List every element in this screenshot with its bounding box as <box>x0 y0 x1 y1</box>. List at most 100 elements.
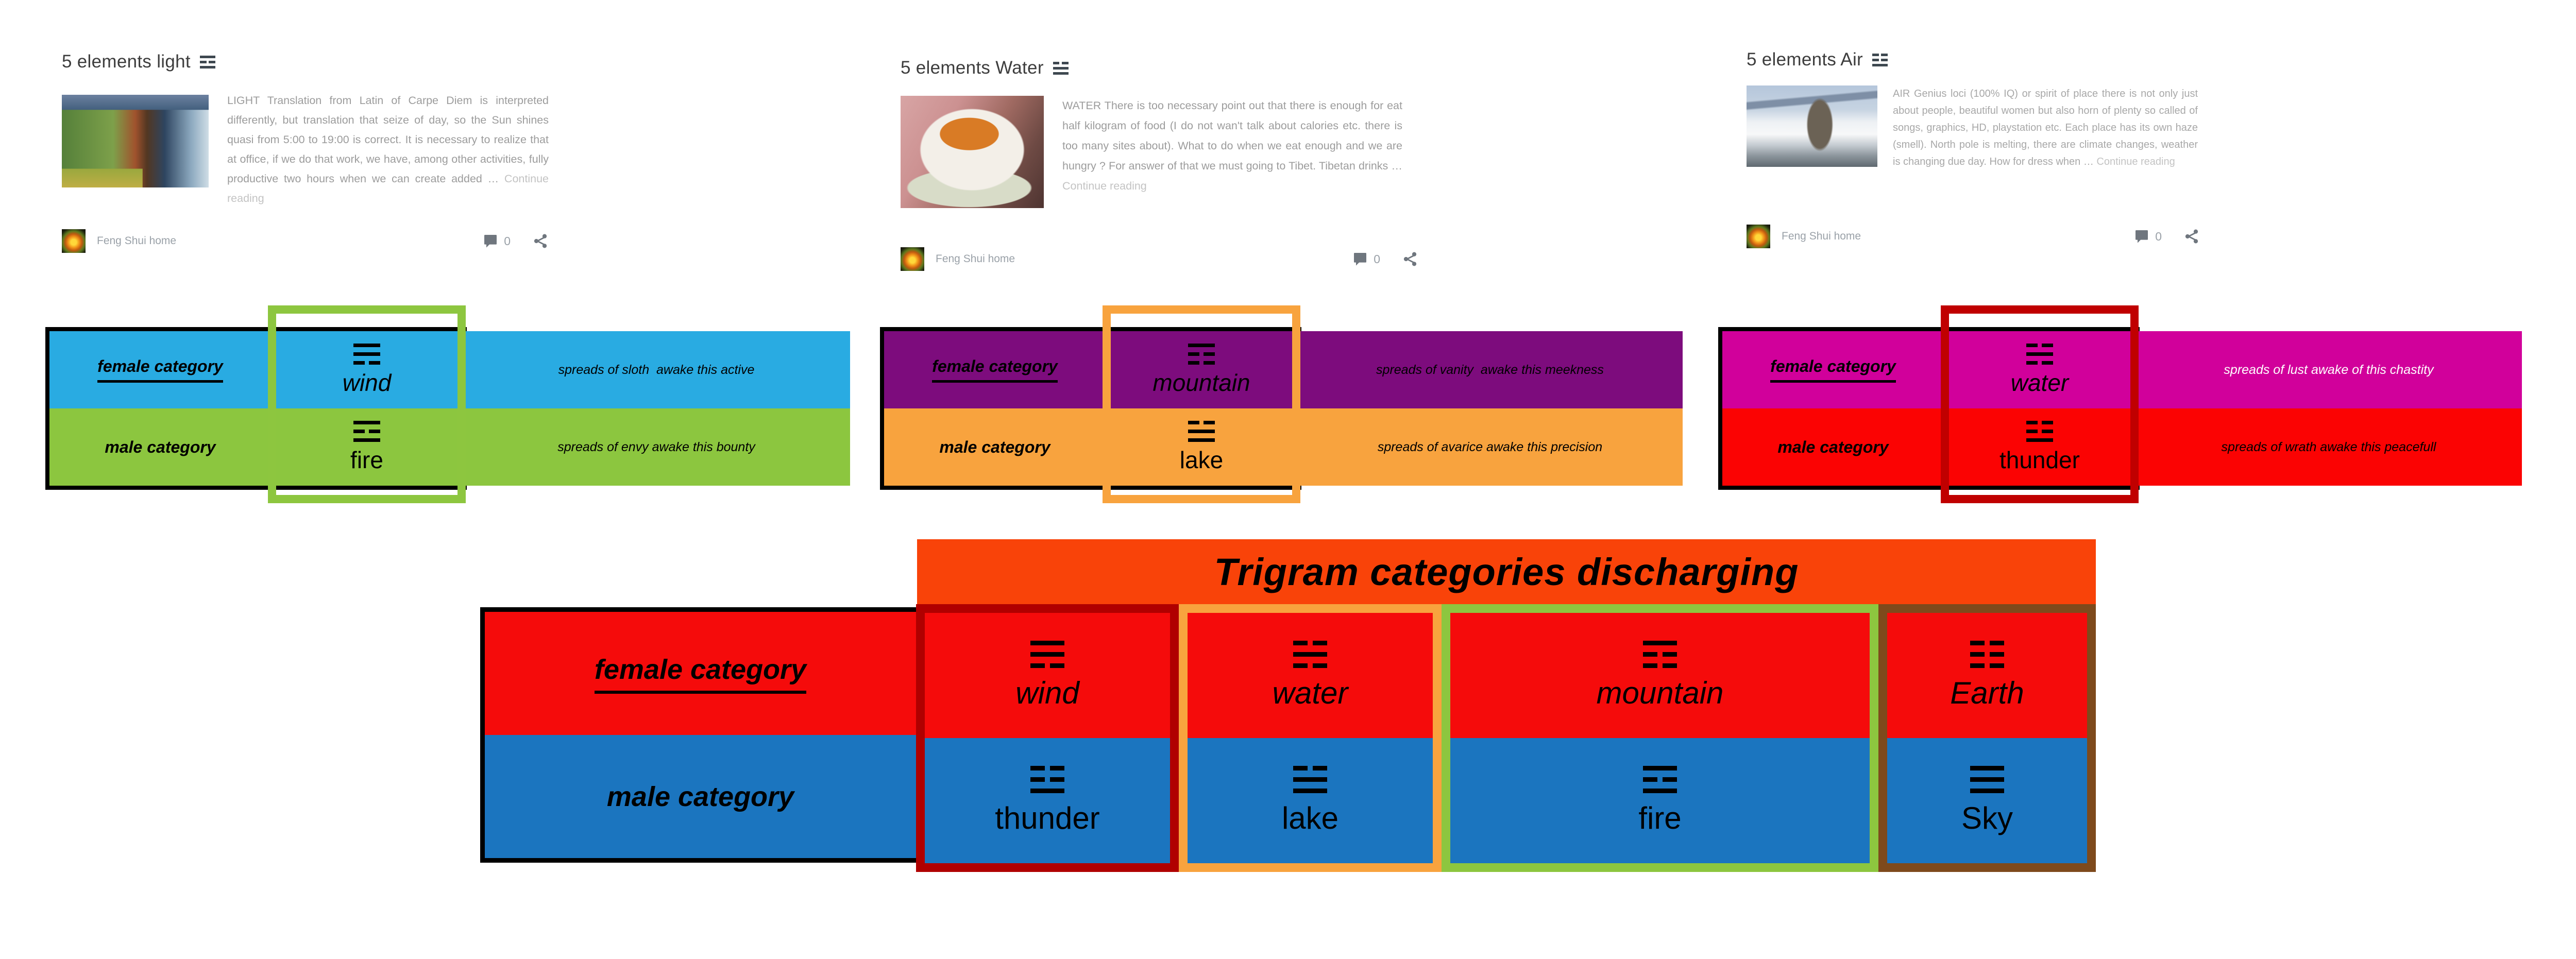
post-thumbnail[interactable] <box>1747 85 1877 167</box>
post-thumbnail[interactable] <box>62 95 209 187</box>
thunder-trigram-icon <box>2026 420 2053 442</box>
post-meta-icons: 0 <box>482 233 549 249</box>
trigram-cell: fire <box>271 408 463 486</box>
fire-trigram-icon <box>353 420 380 442</box>
lake-trigram-icon <box>1188 420 1215 442</box>
discharge-banner: Trigram categories discharging <box>917 539 2096 605</box>
male-label-cell: male category <box>485 735 916 858</box>
post-title[interactable]: 5 elements Water <box>901 58 1044 78</box>
post-excerpt: LIGHT Translation from Latin of Carpe Di… <box>62 91 549 208</box>
spread-text: spreads of vanity awake this meekness <box>1376 362 1604 377</box>
spread-text: spreads of envy awake this bounty <box>557 439 755 454</box>
trigram-thunder-icon <box>1872 54 1888 66</box>
author-name[interactable]: Feng Shui home <box>97 235 177 247</box>
element-name: wind <box>342 369 392 396</box>
post-thumbnail[interactable] <box>901 96 1044 208</box>
male-category-label: male category <box>105 437 216 456</box>
spread-text: spreads of avarice awake this precision <box>1377 439 1603 454</box>
share-icon[interactable] <box>2183 228 2200 245</box>
spread-cell: spreads of envy awake this bounty <box>463 408 850 486</box>
sky-trigram-icon <box>1970 765 2004 793</box>
trigram-cell: mountain <box>1106 331 1297 408</box>
post-card-air: 5 elements Air AIR Genius loci (100% IQ)… <box>1747 49 2200 248</box>
element-name: thunder <box>995 800 1100 835</box>
column-wind-thunder: wind thunder <box>916 604 1179 872</box>
comments-count: 0 <box>1374 252 1380 266</box>
trigram-lake-icon <box>1053 62 1069 75</box>
earth-trigram-icon <box>1970 640 2004 668</box>
column-earth-sky: Earth Sky <box>1878 604 2096 872</box>
continue-reading-link[interactable]: Continue reading <box>227 173 549 204</box>
spread-cell: spreads of vanity awake this meekness <box>1297 331 1683 408</box>
comments-count: 0 <box>2155 229 2162 243</box>
category-cell: female category <box>49 331 271 408</box>
water-trigram-icon <box>2026 343 2053 365</box>
share-icon[interactable] <box>1402 251 1418 267</box>
share-icon[interactable] <box>532 233 549 249</box>
excerpt-text: WATER There is too necessary point out t… <box>1062 99 1402 172</box>
post-title[interactable]: 5 elements Air <box>1747 49 1863 70</box>
post-title-row: 5 elements Air <box>1747 49 2200 70</box>
element-name: Earth <box>1950 675 2024 710</box>
author-avatar[interactable] <box>901 247 924 271</box>
element-table-wind-fire: female category wind spreads of sloth aw… <box>45 305 850 503</box>
thunder-cell: thunder <box>925 738 1170 863</box>
spread-text: spreads of wrath awake this peacefull <box>2221 439 2436 454</box>
post-title-row: 5 elements light <box>62 52 549 72</box>
post-card-water: 5 elements Water WATER There is too nece… <box>901 58 1418 271</box>
discharge-label-column: female category male category <box>480 607 921 863</box>
post-title-row: 5 elements Water <box>901 58 1418 78</box>
continue-reading-link[interactable]: Continue reading <box>1062 180 1147 192</box>
lake-cell: lake <box>1188 738 1433 863</box>
element-table-water-thunder: female category water spreads of lust aw… <box>1718 305 2522 503</box>
category-cell: male category <box>1722 408 1944 486</box>
category-cell: female category <box>884 331 1106 408</box>
post-body: WATER There is too necessary point out t… <box>901 96 1418 208</box>
element-name: mountain <box>1153 369 1250 396</box>
spread-cell: spreads of wrath awake this peacefull <box>2136 408 2522 486</box>
post-meta-icons: 0 <box>1352 251 1418 267</box>
author-avatar[interactable] <box>62 229 86 253</box>
element-name: lake <box>1179 446 1224 473</box>
male-row: male category fire spreads of envy awake… <box>49 408 850 486</box>
author-avatar[interactable] <box>1747 225 1770 248</box>
post-body: AIR Genius loci (100% IQ) or spirit of p… <box>1747 85 2200 170</box>
column-mountain-fire: mountain fire <box>1442 604 1878 872</box>
comments-count: 0 <box>504 234 511 248</box>
water-trigram-icon <box>1293 640 1327 668</box>
continue-reading-link[interactable]: Continue reading <box>2096 156 2175 167</box>
female-category-label: female category <box>1770 357 1896 383</box>
post-excerpt: WATER There is too necessary point out t… <box>1062 96 1402 208</box>
element-name: mountain <box>1596 675 1724 710</box>
element-name: Sky <box>1961 800 2013 835</box>
comments-icon[interactable] <box>2133 228 2150 245</box>
male-row: male category lake spreads of avarice aw… <box>884 408 1683 486</box>
lake-trigram-icon <box>1293 765 1327 793</box>
female-category-label: female category <box>594 654 807 694</box>
author-name[interactable]: Feng Shui home <box>1782 230 1861 242</box>
male-category-label: male category <box>1777 437 1889 456</box>
post-meta-icons: 0 <box>2133 228 2200 245</box>
spread-cell: spreads of lust awake of this chastity <box>2136 331 2522 408</box>
element-name: thunder <box>1999 446 2080 473</box>
post-title[interactable]: 5 elements light <box>62 52 191 72</box>
element-name: water <box>2010 369 2069 396</box>
post-excerpt: AIR Genius loci (100% IQ) or spirit of p… <box>1893 85 2198 170</box>
wind-cell: wind <box>925 613 1170 738</box>
banner-title: Trigram categories discharging <box>1214 551 1799 593</box>
mountain-trigram-icon <box>1643 640 1677 668</box>
comments-icon[interactable] <box>482 233 499 249</box>
female-label-cell: female category <box>485 612 916 735</box>
element-name: water <box>1272 675 1348 710</box>
post-card-light: 5 elements light LIGHT Translation from … <box>62 52 549 253</box>
fire-cell: fire <box>1450 738 1870 863</box>
comments-icon[interactable] <box>1352 251 1368 267</box>
water-cell: water <box>1188 613 1433 738</box>
excerpt-text: AIR Genius loci (100% IQ) or spirit of p… <box>1893 88 2198 167</box>
wind-trigram-icon <box>1030 640 1064 668</box>
spread-text: spreads of sloth awake this active <box>558 362 755 377</box>
male-category-label: male category <box>606 781 794 812</box>
trigram-cell: thunder <box>1944 408 2136 486</box>
author-name[interactable]: Feng Shui home <box>936 253 1015 265</box>
male-row: male category thunder spreads of wrath a… <box>1722 408 2522 486</box>
